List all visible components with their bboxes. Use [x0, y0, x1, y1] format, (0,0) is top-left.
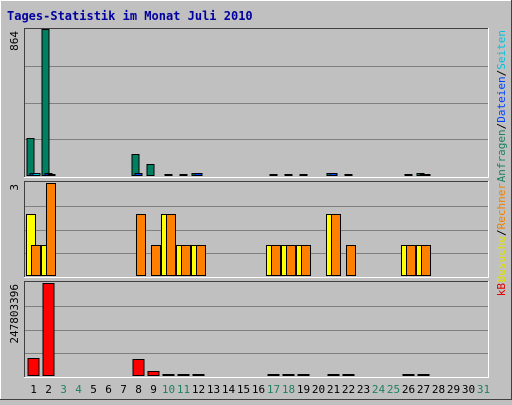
x-tick-label: 22: [342, 383, 355, 396]
bar-dateien-day-11: [179, 174, 188, 176]
x-tick-label: 19: [297, 383, 310, 396]
x-tick-label: 16: [252, 383, 265, 396]
x-tick-label: 11: [177, 383, 190, 396]
bar-rechner-day-11: [181, 245, 191, 276]
legend-item: Rechner: [495, 183, 508, 230]
bar-rechner-day-19: [301, 245, 311, 276]
x-tick-label: 18: [282, 383, 295, 396]
bar-kb-day-10: [162, 374, 175, 376]
bar-kb-day-1: [27, 358, 40, 376]
chart-panels: 864Anfragen/Dateien/Seiten3Besuche/Rechn…: [8, 28, 508, 378]
bar-rechner-day-2: [46, 183, 56, 276]
bar-kb-day-21: [327, 374, 340, 376]
x-tick-label: 10: [162, 383, 175, 396]
x-tick-label: 2: [45, 383, 52, 396]
bar-kb-day-9: [147, 371, 160, 376]
x-axis-day-labels: 1 2 3 4 5 6 7 8 9 10 11 12 13 14 15 16 17 18 19 20 21 22 23 24 2…: [30, 383, 490, 396]
bar-anfragen-day-8: [131, 154, 140, 176]
bar-rechner-day-27: [421, 245, 431, 276]
x-tick-label: 21: [327, 383, 340, 396]
legend-item: kB: [495, 283, 508, 297]
bar-seiten-day-1: [32, 173, 41, 176]
x-tick-label: 20: [312, 383, 325, 396]
x-tick-label: 7: [120, 383, 127, 396]
legend-separator: /: [495, 70, 508, 77]
bar-dateien-day-26: [404, 174, 413, 176]
bar-dateien-day-12: [194, 173, 203, 176]
chart-title: Tages-Statistik im Monat Juli 2010: [7, 9, 253, 23]
bar-dateien-day-17: [269, 174, 278, 176]
bar-anfragen-day-2: [41, 29, 50, 176]
bar-seiten-day-27: [422, 174, 431, 176]
bar-rechner-day-9: [151, 245, 161, 276]
legend-visits: Besuche/Rechner: [495, 183, 508, 283]
x-tick-label: 3: [60, 383, 67, 396]
bar-rechner-day-1: [31, 245, 41, 276]
x-tick-label: 27: [417, 383, 430, 396]
bar-rechner-day-12: [196, 245, 206, 276]
bar-rechner-day-26: [406, 245, 416, 276]
panel-kbytes: 247803396 kB: [8, 281, 508, 378]
bar-kb-day-2: [42, 283, 55, 376]
bar-dateien-day-8: [134, 173, 143, 176]
x-tick-label: 14: [222, 383, 236, 396]
bar-kb-day-12: [192, 374, 205, 376]
x-tick-label: 4: [75, 383, 82, 396]
bar-dateien-day-18: [284, 174, 293, 176]
legend-separator: /: [495, 123, 508, 130]
bar-anfragen-day-9: [146, 164, 155, 176]
y-axis-max-label: 864: [8, 31, 21, 51]
bar-kb-day-17: [267, 374, 280, 376]
x-tick-label: 26: [402, 383, 415, 396]
bar-dateien-day-10: [164, 174, 173, 176]
bar-rechner-day-17: [271, 245, 281, 276]
bar-kb-day-8: [132, 359, 145, 376]
x-tick-label: 5: [90, 383, 97, 396]
legend-item: Seiten: [495, 30, 508, 70]
legend-requests: Anfragen/Dateien/Seiten: [495, 30, 508, 182]
bar-kb-day-11: [177, 374, 190, 376]
panel-visits: 3 Besuche/Rechner: [8, 181, 508, 282]
legend-item: Besuche: [495, 236, 508, 282]
x-tick-label: 28: [432, 383, 445, 396]
bar-rechner-day-10: [166, 214, 176, 276]
x-tick-label: 13: [207, 383, 220, 396]
x-tick-label: 6: [105, 383, 112, 396]
bar-kb-day-26: [402, 374, 415, 376]
bar-rechner-day-8: [136, 214, 146, 276]
bar-rechner-day-18: [286, 245, 296, 276]
legend-item: Anfragen: [495, 129, 508, 182]
legend-separator: /: [495, 229, 508, 236]
legend-kbytes: kB: [495, 283, 508, 297]
bar-kb-day-19: [297, 374, 310, 376]
x-tick-label: 29: [447, 383, 460, 396]
x-tick-label: 30: [462, 383, 475, 396]
x-tick-label: 31: [477, 383, 490, 396]
y-axis-max-label: 247803396: [8, 284, 21, 344]
bar-kb-day-18: [282, 374, 295, 376]
y-axis-max-label: 3: [8, 184, 21, 191]
bar-kb-day-22: [342, 374, 355, 376]
bar-dateien-day-22: [344, 174, 353, 176]
legend-item: Dateien: [495, 76, 508, 122]
x-tick-label: 9: [150, 383, 157, 396]
x-tick-label: 8: [135, 383, 142, 396]
x-tick-label: 1: [30, 383, 37, 396]
bar-rechner-day-21: [331, 214, 341, 276]
x-tick-label: 12: [192, 383, 205, 396]
x-tick-label: 15: [237, 383, 250, 396]
bar-anfragen-day-1: [26, 138, 35, 176]
x-tick-label: 17: [267, 383, 280, 396]
bar-seiten-day-2: [47, 174, 56, 176]
bar-dateien-day-19: [299, 174, 308, 176]
bar-rechner-day-22: [346, 245, 356, 276]
x-tick-label: 25: [387, 383, 400, 396]
x-tick-label: 24: [372, 383, 386, 396]
bar-kb-day-27: [417, 374, 430, 376]
bar-dateien-day-21: [329, 173, 338, 176]
x-tick-label: 23: [357, 383, 370, 396]
